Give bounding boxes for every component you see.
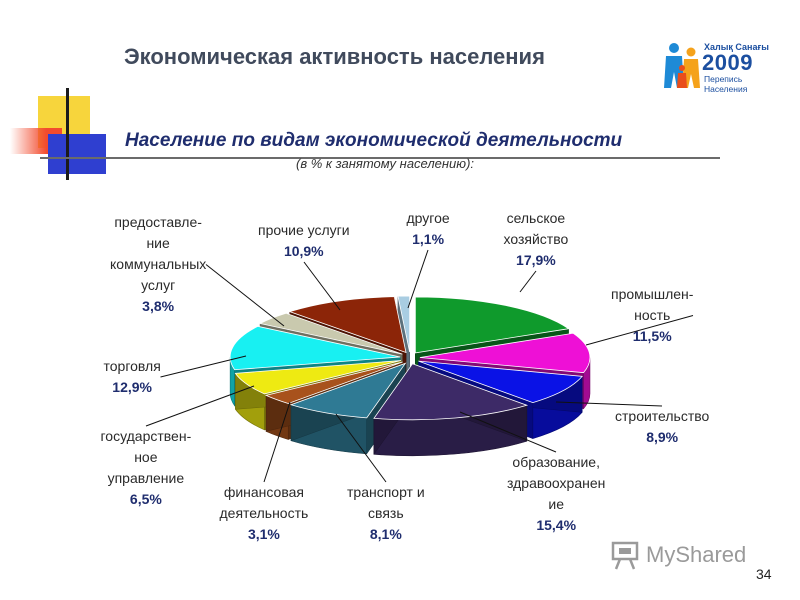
- pie-slice-2: [419, 332, 591, 374]
- slice-label-text: сельское: [506, 210, 566, 226]
- pie-slice-9: [258, 312, 403, 355]
- leader-line: [555, 401, 663, 407]
- slice-label-text: здравоохранен: [507, 475, 606, 491]
- slice-label-text: коммунальных: [110, 256, 207, 272]
- slice-value-label: 3,8%: [142, 298, 175, 314]
- slice-value-label: 15,4%: [536, 517, 577, 533]
- slice-label-text: деятельность: [219, 505, 309, 521]
- slice-label: образование, здравоохранен ие 15,4%: [507, 452, 605, 536]
- pie-slice-4: [373, 363, 529, 421]
- chart-title: Население по видам экономической деятель…: [125, 130, 623, 151]
- slice-label: другое 1,1%: [407, 208, 450, 250]
- slice-label: сельское хозяйство 17,9%: [504, 208, 569, 271]
- slice-label-text: образование,: [512, 454, 600, 470]
- decorative-vertical-line: [66, 88, 69, 180]
- slice-label-text: хозяйство: [503, 231, 569, 247]
- slice-label: прочие услуги 10,9%: [258, 220, 350, 262]
- slice-label-text: торговля: [103, 358, 161, 374]
- slice-label: транспорт и связь 8,1%: [347, 482, 425, 545]
- slice-label: строительство 8,9%: [615, 406, 709, 448]
- pie-slice-5: [289, 362, 407, 419]
- slice-label: предоставле-ние коммунальных услуг 3,8%: [110, 212, 206, 317]
- logo-title: Халық Санағы: [704, 42, 769, 52]
- pie-tops: [229, 295, 591, 421]
- pie-slice-3: [418, 360, 583, 404]
- logo-caption-line1: Перепись: [704, 74, 743, 84]
- slice-label-text: ие: [548, 496, 564, 512]
- leader-line: [205, 264, 285, 327]
- slice-value-label: 8,1%: [369, 526, 402, 542]
- slice-label: государствен-ное управление 6,5%: [101, 426, 192, 510]
- slice-label-text: строительство: [615, 408, 710, 424]
- slice-label-text: услуг: [141, 277, 176, 293]
- slice-label-text: ние: [146, 235, 170, 251]
- pie-slice-10: [288, 296, 407, 354]
- leader-line: [459, 411, 557, 453]
- slice-label-text: другое: [406, 210, 450, 226]
- leader-line: [160, 355, 247, 378]
- pie-slice-6: [264, 361, 403, 404]
- slice-value-label: 17,9%: [516, 252, 556, 268]
- watermark-text: MyShared: [646, 542, 747, 567]
- decorative-horizontal-line: [40, 157, 720, 159]
- pie-slice-8: [229, 325, 401, 371]
- slice-label-text: прочие услуги: [258, 222, 350, 238]
- slice-label: торговля 12,9%: [104, 356, 161, 398]
- slice-value-label: 1,1%: [412, 231, 445, 247]
- leader-line: [585, 315, 694, 346]
- page-number: 34: [756, 566, 772, 582]
- slice-label-text: государствен-: [100, 428, 192, 444]
- myshared-watermark: MyShared: [610, 540, 770, 570]
- logo-caption-line2: Населения: [704, 84, 748, 94]
- presentation-board-icon: [611, 541, 639, 570]
- census-family-icon: [664, 43, 700, 88]
- slice-label-text: финансовая: [223, 484, 304, 500]
- leader-line: [407, 249, 429, 309]
- slice-value-label: 12,9%: [112, 379, 152, 395]
- leader-line: [519, 270, 537, 293]
- logo-year: 2009: [702, 50, 753, 75]
- leader-line: [303, 261, 341, 311]
- slice-label-text: управление: [107, 470, 185, 486]
- census-2009-logo: Халық Санағы 2009 Перепись Населения: [660, 38, 772, 94]
- pie-slice-7: [234, 360, 402, 395]
- slice-label-text: промышлен-: [611, 286, 694, 302]
- slice-label-text: ное: [134, 449, 158, 465]
- pie-leader-lines: [145, 249, 694, 483]
- leader-line: [263, 401, 291, 483]
- decorative-blue-square: [48, 134, 106, 174]
- slice-label-text: транспорт и: [347, 484, 425, 500]
- slice-value-label: 10,9%: [283, 243, 324, 259]
- slice-label: промышлен-ность 11,5%: [611, 284, 693, 347]
- chart-subtitle: (в % к занятому населению):: [296, 156, 475, 171]
- slice-value-label: 3,1%: [247, 526, 280, 542]
- slice-label: финансовая деятельность 3,1%: [220, 482, 309, 545]
- leader-line: [145, 385, 255, 427]
- pie-slice-11: [397, 295, 411, 353]
- slice-value-label: 6,5%: [129, 491, 162, 507]
- slide-title: Экономическая активность населения: [124, 44, 545, 69]
- leader-line: [335, 413, 387, 483]
- slice-label-text: связь: [368, 505, 404, 521]
- slice-label-text: предоставле-: [114, 214, 202, 230]
- slice-label-text: ность: [634, 307, 671, 323]
- slice-value-label: 11,5%: [632, 328, 672, 344]
- slice-value-label: 8,9%: [646, 429, 679, 445]
- pie-slice-1: [414, 296, 570, 354]
